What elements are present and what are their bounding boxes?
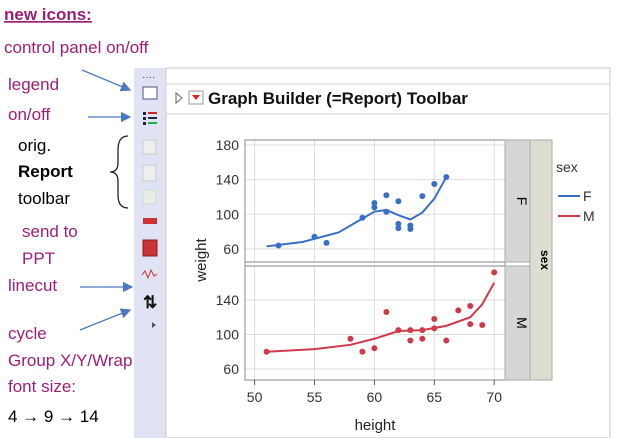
icon[interactable]: ⇅: [143, 293, 157, 312]
point: [383, 208, 390, 215]
point: [395, 220, 402, 227]
point: [443, 337, 450, 344]
y-tick-label: 140: [216, 292, 240, 308]
point: [431, 180, 438, 187]
point: [419, 335, 426, 342]
annotation: Group X/Y/Wrap: [8, 351, 132, 370]
x-tick-label: 70: [486, 389, 502, 405]
x-tick-label: 65: [427, 389, 443, 405]
point: [419, 193, 426, 200]
y-tick-label: 60: [223, 241, 239, 257]
plot-background: [244, 139, 506, 381]
y-tick-label: 60: [223, 361, 239, 377]
y-tick-label: 100: [216, 206, 240, 222]
svg-text:····: ····: [142, 72, 155, 83]
y-tick-label: 180: [216, 137, 240, 153]
x-tick-label: 60: [367, 389, 383, 405]
annotation: on/off: [8, 105, 51, 124]
point: [407, 226, 414, 233]
x-tick-label: 50: [247, 389, 263, 405]
facet-strip: [504, 139, 531, 263]
annotation: linecut: [8, 276, 57, 295]
y-tick-label: 100: [216, 326, 240, 342]
point: [263, 348, 270, 355]
point: [275, 242, 282, 249]
facet-label: M: [514, 317, 530, 329]
point: [347, 335, 354, 342]
facet-strip: [504, 265, 531, 381]
annotation: cycle: [8, 324, 47, 343]
point: [395, 327, 402, 334]
group-label: sex: [538, 250, 552, 270]
point: [359, 348, 366, 355]
x-tick-label: 55: [307, 389, 323, 405]
annotation: control panel on/off: [4, 38, 149, 57]
annotation: font size:: [8, 377, 76, 396]
annotation: 4 → 9 → 14: [8, 407, 99, 426]
group-strip: [529, 139, 553, 381]
panel-header: [165, 83, 611, 115]
toolbar-icons: ···· ⇅: [141, 72, 158, 328]
icon[interactable]: [142, 239, 158, 257]
icon[interactable]: [142, 164, 157, 182]
disclosure[interactable]: [175, 91, 183, 105]
annotation: toolbar: [18, 189, 70, 208]
icon[interactable]: [142, 86, 158, 100]
legend-label: F: [583, 188, 592, 204]
point: [419, 327, 426, 334]
legend-title: sex: [556, 159, 578, 175]
arrows: [79, 69, 134, 331]
annotation: Report: [18, 162, 73, 181]
point: [467, 303, 474, 310]
point: [479, 321, 486, 328]
point: [359, 214, 366, 221]
point: [431, 325, 438, 332]
point: [383, 192, 390, 199]
annotation: orig.: [18, 136, 51, 155]
point: [467, 321, 474, 328]
y-axis-label: weight: [193, 237, 210, 282]
icon[interactable]: [141, 268, 158, 280]
point: [455, 307, 462, 314]
point: [491, 269, 498, 276]
point: [395, 225, 402, 232]
annotation: PPT: [22, 249, 55, 268]
icon[interactable]: [143, 218, 157, 224]
x-axis-label: height: [355, 417, 397, 434]
annotation: legend: [8, 75, 59, 94]
icon[interactable]: [142, 139, 157, 155]
point: [395, 198, 402, 205]
point: [371, 345, 378, 352]
legend-label: M: [583, 208, 595, 224]
point: [371, 200, 378, 207]
point: [323, 239, 330, 246]
point: [407, 327, 414, 334]
y-tick-label: 140: [216, 172, 240, 188]
heading: new icons:: [4, 5, 92, 24]
point: [407, 337, 414, 344]
point: [443, 174, 450, 181]
icon[interactable]: [142, 189, 157, 205]
panel-title: Graph Builder (=Report) Toolbar: [208, 89, 468, 108]
point: [431, 315, 438, 322]
annotation: send to: [22, 222, 78, 241]
point: [371, 204, 378, 211]
point: [383, 309, 390, 316]
facet-label: F: [514, 197, 530, 206]
brace: [109, 135, 129, 209]
point: [311, 233, 318, 240]
